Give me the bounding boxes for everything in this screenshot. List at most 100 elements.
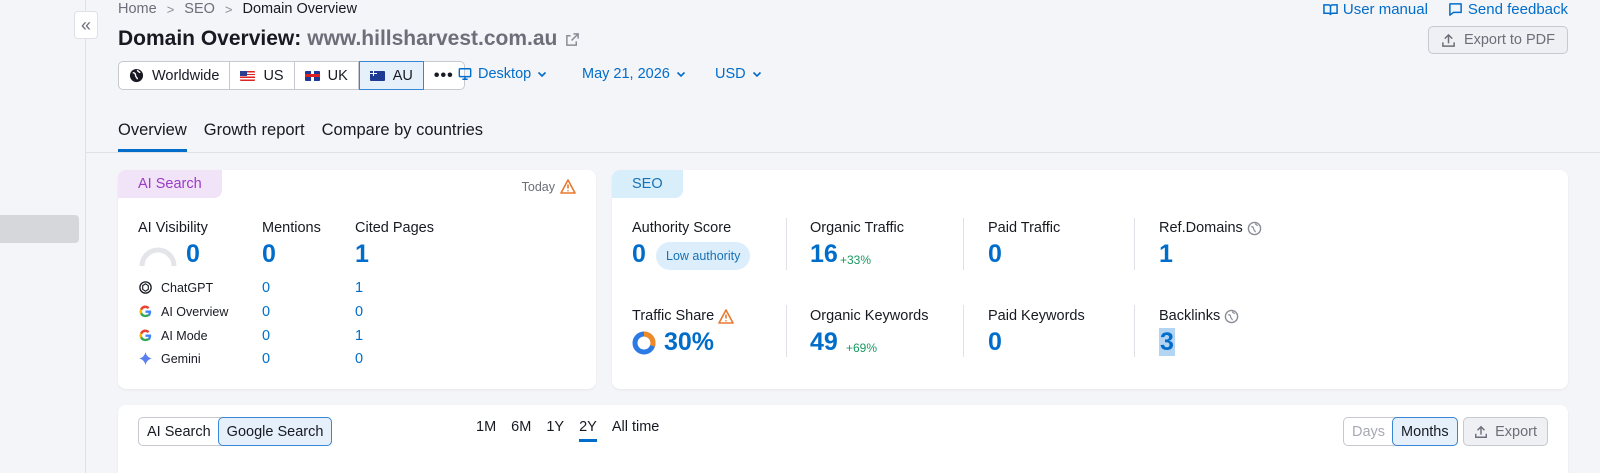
tab-overview[interactable]: Overview [118,121,187,152]
metric-divider [963,218,964,270]
granularity-toggle: Days Months [1343,417,1458,446]
db-more-button[interactable]: ••• [424,62,464,89]
metric-divider [786,218,787,270]
breadcrumb-seo[interactable]: SEO [184,1,215,17]
db-au-button[interactable]: AU [358,61,424,90]
paid-traffic-label: Paid Traffic [988,220,1061,236]
warning-icon[interactable] [560,179,576,194]
paid-traffic-value[interactable]: 0 [988,240,1002,268]
db-au-label: AU [392,67,413,84]
authority-score-value[interactable]: 0 [632,240,646,268]
traffic-share-value[interactable]: 30% [664,328,715,356]
backlinks-value-text[interactable]: 3 [1159,328,1175,356]
ref-domains-value[interactable]: 1 [1159,240,1173,268]
ai-visibility-value[interactable]: 0 [186,240,200,268]
low-authority-badge: Low authority [656,242,751,270]
ai-mode-mentions[interactable]: 0 [262,328,271,344]
send-feedback-label: Send feedback [1467,0,1568,18]
ai-visibility-label: AI Visibility [138,220,208,236]
ai-row-gemini-name: Gemini [161,351,201,366]
date-dropdown[interactable]: May 21, 2026 [582,66,686,82]
google-icon [139,305,152,318]
breadcrumb: Home > SEO > Domain Overview [118,0,357,18]
period-1y[interactable]: 1Y [546,419,565,435]
breadcrumb-home[interactable]: Home [118,1,157,17]
export-label: Export [1495,423,1537,440]
date-label: May 21, 2026 [582,66,670,82]
chevron-right-icon: > [166,1,175,17]
gemini-mentions[interactable]: 0 [262,351,271,367]
cited-pages-label: Cited Pages [355,220,434,236]
metric-divider [1134,218,1135,270]
warning-icon[interactable] [718,308,735,324]
sidebar-active-item[interactable] [0,215,79,243]
chatgpt-cited[interactable]: 1 [355,280,364,296]
globe-info-icon[interactable] [1247,221,1262,236]
page-title-domain: www.hillsharvest.com.au [307,27,558,50]
send-feedback-link[interactable]: Send feedback [1448,0,1568,18]
visibility-gauge-icon [139,247,177,267]
organic-traffic-delta: +33% [840,253,872,267]
ai-row-ai-overview-name: AI Overview [161,304,229,319]
report-tabs: Overview Growth report Compare by countr… [118,121,483,152]
gemini-cited[interactable]: 0 [355,351,364,367]
database-selector: Worldwide US UK AU ••• [118,61,465,90]
source-ai-search-option[interactable]: AI Search [147,423,211,440]
user-manual-label: User manual [1342,0,1428,18]
user-manual-link[interactable]: User manual [1323,0,1428,18]
tab-growth-report[interactable]: Growth report [203,121,305,139]
us-flag-icon [240,70,256,81]
mentions-value[interactable]: 0 [262,240,276,268]
export-pdf-button[interactable]: Export to PDF [1427,26,1568,54]
chatgpt-icon [139,281,152,294]
backlinks-label: Backlinks [1159,308,1239,324]
period-2y[interactable]: 2Y [579,419,597,442]
granularity-days-option[interactable]: Days [1352,423,1386,440]
db-us-button[interactable]: US [230,62,295,89]
ai-row-ai-overview: AI Overview [138,304,228,319]
chatgpt-mentions[interactable]: 0 [262,280,271,296]
source-google-search-option[interactable]: Google Search [217,417,333,446]
db-uk-label: UK [327,67,348,84]
paid-keywords-value[interactable]: 0 [988,328,1002,356]
tabs-divider [86,152,1600,153]
external-link-icon[interactable] [565,32,580,47]
organic-traffic-value[interactable]: 16 [810,240,838,268]
globe-info-icon[interactable] [1224,309,1239,324]
traffic-share-donut-icon [632,331,656,355]
db-worldwide-button[interactable]: Worldwide [119,62,231,89]
granularity-months-option[interactable]: Months [1392,417,1458,446]
mentions-label: Mentions [262,220,321,236]
period-all-time[interactable]: All time [611,419,660,435]
period-6m[interactable]: 6M [511,419,532,435]
ref-domains-label: Ref.Domains [1159,220,1262,236]
export-button[interactable]: Export [1463,417,1548,446]
collapse-sidebar-button[interactable]: « [74,11,98,39]
db-uk-button[interactable]: UK [295,62,359,89]
ai-mode-cited[interactable]: 1 [355,328,364,344]
organic-keywords-value[interactable]: 49 [810,328,838,356]
authority-score-label: Authority Score [632,220,732,236]
ai-row-chatgpt: ChatGPT [138,280,213,295]
tab-compare-by-countries[interactable]: Compare by countries [321,121,484,139]
seo-card: SEO [612,170,1568,389]
ai-search-card: AI Search Today [118,170,596,389]
ai-row-ai-mode: AI Mode [138,328,208,343]
today-indicator: Today [522,179,576,194]
device-label: Desktop [478,66,532,82]
source-toggle: AI Search Google Search [138,417,333,446]
ai-overview-mentions[interactable]: 0 [262,304,271,320]
period-1m[interactable]: 1M [476,419,497,435]
backlinks-value[interactable]: 3 [1159,328,1175,357]
upload-icon [1442,33,1455,47]
device-dropdown[interactable]: Desktop [458,66,547,82]
metric-divider [1134,305,1135,357]
breadcrumb-current: Domain Overview [242,1,357,17]
organic-traffic-label: Organic Traffic [810,220,905,236]
ai-overview-cited[interactable]: 0 [355,304,364,320]
ref-domains-label-text: Ref.Domains [1159,220,1243,236]
cited-pages-value[interactable]: 1 [355,240,369,268]
currency-dropdown[interactable]: USD [715,66,762,82]
db-us-label: US [263,67,284,84]
page-title-prefix: Domain Overview: [118,27,302,50]
